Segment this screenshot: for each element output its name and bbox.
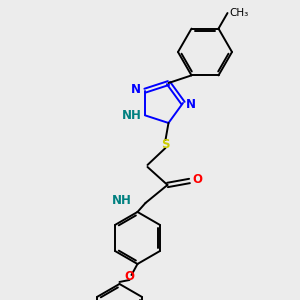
Text: N: N [186,98,196,112]
Text: NH: NH [122,109,142,122]
Text: S: S [161,139,170,152]
Text: CH₃: CH₃ [230,8,249,18]
Text: N: N [131,83,141,96]
Text: O: O [193,173,202,187]
Text: NH: NH [112,194,131,208]
Text: O: O [124,271,134,284]
